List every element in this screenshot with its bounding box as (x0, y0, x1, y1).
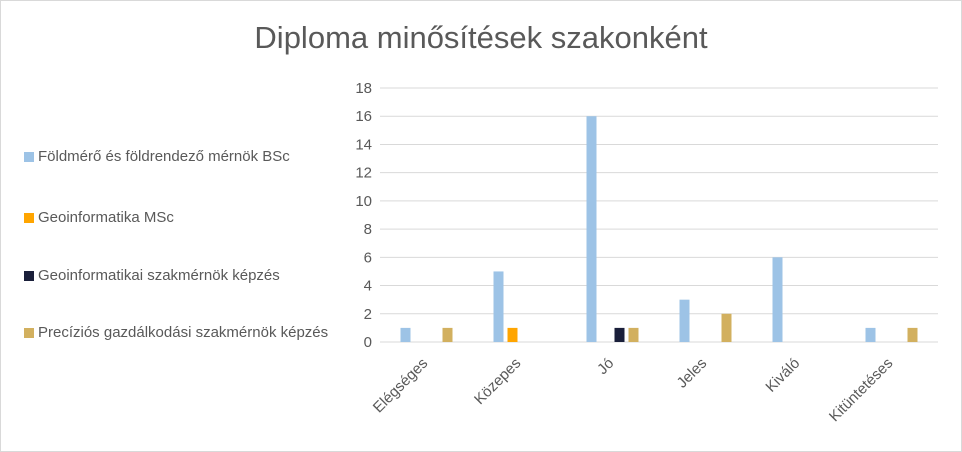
legend-swatch-series-3 (24, 271, 34, 281)
x-category-label: Kiváló (762, 355, 803, 396)
y-tick-label: 18 (355, 80, 372, 97)
bar-1-jó (586, 116, 597, 342)
bar-2-közepes (507, 327, 518, 342)
bar-4-elégséges (442, 327, 453, 342)
bar-4-jó (628, 327, 639, 342)
y-tick-label: 12 (355, 165, 372, 182)
legend-label-series-1: Földmérő és földrendező mérnök BSc (38, 148, 290, 165)
y-tick-label: 16 (355, 108, 372, 125)
legend-label-series-3: Geoinformatikai szakmérnök képzés (38, 267, 280, 284)
x-category-label: Elégséges (370, 355, 432, 417)
x-category-label: Jeles (674, 355, 711, 392)
chart-title: Diploma minősítések szakonként (254, 20, 708, 55)
y-tick-label: 2 (364, 306, 372, 323)
y-tick-label: 14 (355, 136, 372, 153)
x-category-label: Közepes (471, 355, 524, 408)
legend-item-series-2: Geoinformatika MSc (24, 207, 334, 228)
y-tick-label: 4 (364, 278, 372, 295)
bar-1-jeles (679, 299, 690, 342)
legend-item-series-1: Földmérő és földrendező mérnök BSc (24, 146, 334, 167)
legend-item-series-4: Precíziós gazdálkodási szakmérnök képzés (24, 322, 334, 343)
legend-swatch-series-4 (24, 328, 34, 338)
y-tick-label: 0 (364, 334, 372, 351)
x-category-label: Jó (594, 355, 617, 378)
bar-1-közepes (493, 271, 504, 342)
y-tick-label: 10 (355, 193, 372, 210)
legend-swatch-series-2 (24, 213, 34, 223)
bar-4-jeles (721, 313, 732, 342)
legend-label-series-2: Geoinformatika MSc (38, 209, 174, 226)
bar-4-kitüntetéses (907, 327, 918, 342)
y-tick-label: 6 (364, 249, 372, 266)
bar-1-kiváló (772, 257, 783, 342)
bar-1-elégséges (400, 327, 411, 342)
legend-item-series-3: Geoinformatikai szakmérnök képzés (24, 265, 334, 286)
legend-label-series-4: Precíziós gazdálkodási szakmérnök képzés (38, 324, 329, 341)
bar-1-kitüntetéses (865, 327, 876, 342)
x-category-label: Kitüntetéses (826, 355, 896, 425)
bar-3-jó (614, 327, 625, 342)
y-tick-label: 8 (364, 221, 372, 238)
legend-swatch-series-1 (24, 152, 34, 162)
